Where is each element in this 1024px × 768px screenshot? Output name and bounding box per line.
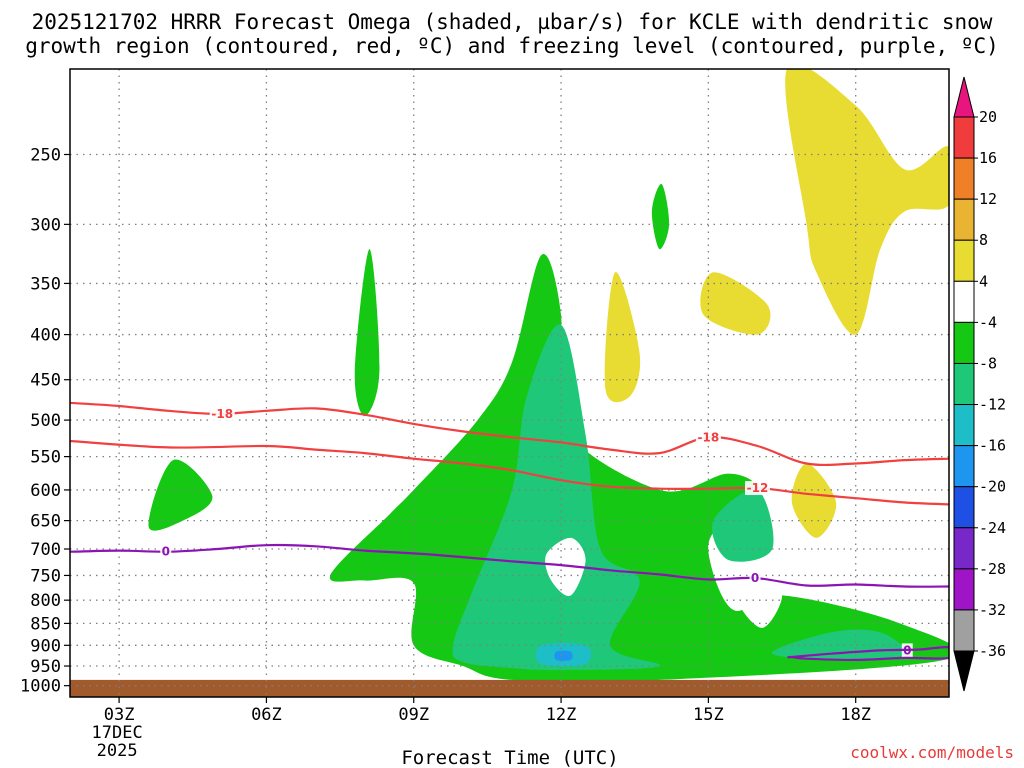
x-tick-label-03Z: 03Z — [104, 705, 135, 725]
x-tick-date: 17DEC — [92, 723, 143, 743]
omega-region-13 — [700, 272, 771, 335]
omega-region-2 — [354, 249, 380, 417]
omega-region-11 — [785, 69, 949, 335]
grid-layer — [70, 69, 949, 697]
y-axis: 2503003504004505005506006507007508008509… — [20, 145, 70, 697]
x-tick-label-09Z: 09Z — [398, 705, 429, 725]
x-tick-label-18Z: 18Z — [840, 705, 871, 725]
colorbar-label--12: -12 — [979, 396, 1006, 414]
contour-label-bg — [695, 430, 721, 445]
y-tick-label-250: 250 — [30, 145, 61, 165]
colorbar-label-20: 20 — [979, 108, 997, 126]
contour-freezing-level — [70, 543, 949, 588]
colorbar-label--36: -36 — [979, 642, 1006, 660]
x-axis-title: Forecast Time (UTC) — [401, 747, 618, 768]
colorbar-segment-0 — [953, 116, 975, 159]
colorbar-segment-10 — [953, 527, 975, 570]
plot-frame — [69, 68, 950, 698]
y-tick-label-700: 700 — [30, 540, 61, 560]
colorbar-segment-12 — [953, 609, 975, 652]
colorbar-segment-9 — [953, 486, 975, 529]
colorbar-label-16: 16 — [979, 149, 997, 167]
contour-label-freezing-level-0: 0 — [162, 545, 170, 559]
contour-label-bg — [160, 544, 172, 559]
colorbar-segment-8 — [953, 445, 975, 488]
colorbar-bottom-cap — [953, 650, 975, 692]
colorbar-label-8: 8 — [979, 231, 988, 249]
contour-label-bg — [744, 481, 770, 496]
y-tick-label-550: 550 — [30, 448, 61, 468]
omega-shading-layer — [148, 69, 949, 683]
terrain-layer — [70, 679, 949, 697]
colorbar-segment-6 — [953, 362, 975, 406]
omega-region-9 — [545, 537, 586, 597]
omega-region-8 — [554, 650, 573, 661]
omega-region-4 — [452, 324, 661, 671]
colorbar-label--32: -32 — [979, 601, 1006, 619]
contour-label-dgz-minus12-0: -12 — [747, 481, 769, 495]
contour-label-dgz-minus18-1: -18 — [698, 430, 720, 444]
omega-region-6 — [771, 629, 906, 660]
x-tick-year: 2025 — [97, 741, 138, 761]
colorbar-segment-7 — [953, 404, 975, 447]
y-tick-label-800: 800 — [30, 591, 61, 611]
y-tick-label-500: 500 — [30, 411, 61, 431]
colorbar-segment-4 — [953, 280, 975, 323]
omega-region-3 — [651, 183, 670, 250]
colorbar-segment-2 — [953, 198, 975, 241]
colorbar-label--20: -20 — [979, 478, 1006, 496]
y-tick-label-900: 900 — [30, 636, 61, 656]
y-tick-label-350: 350 — [30, 274, 61, 294]
y-tick-label-1000: 1000 — [20, 677, 61, 697]
colorbar-segment-5 — [953, 321, 975, 364]
contour-label-bg — [209, 406, 235, 421]
colorbar-segment-11 — [953, 568, 975, 611]
x-tick-label-15Z: 15Z — [693, 705, 724, 725]
x-tick-label-12Z: 12Z — [546, 705, 577, 725]
y-tick-label-850: 850 — [30, 614, 61, 634]
contour-dgz-minus12 — [70, 439, 949, 506]
y-tick-label-650: 650 — [30, 512, 61, 532]
colorbar-segment-3 — [953, 239, 975, 282]
y-tick-label-450: 450 — [30, 371, 61, 391]
colorbar-segment-1 — [953, 157, 975, 200]
colorbar-label--16: -16 — [979, 437, 1006, 455]
chart-title-line-2: growth region (contoured, red, ºC) and f… — [25, 34, 999, 58]
omega-region-1 — [148, 459, 213, 531]
x-tick-label-06Z: 06Z — [251, 705, 282, 725]
colorbar-label--24: -24 — [979, 519, 1006, 537]
credit-text: coolwx.com/models — [850, 743, 1014, 762]
contour-label-freezing-level-1: 0 — [751, 571, 759, 585]
colorbar-label--4: -4 — [979, 313, 997, 331]
y-tick-label-400: 400 — [30, 326, 61, 346]
omega-region-14 — [791, 463, 837, 538]
y-tick-label-950: 950 — [30, 657, 61, 677]
y-tick-label-600: 600 — [30, 481, 61, 501]
omega-region-5 — [711, 489, 774, 562]
chart-title-line-1: 2025121702 HRRR Forecast Omega (shaded, … — [32, 10, 993, 34]
colorbar-label-4: 4 — [979, 272, 988, 290]
omega-region-12 — [604, 271, 641, 403]
y-tick-label-750: 750 — [30, 566, 61, 586]
y-tick-label-300: 300 — [30, 215, 61, 235]
colorbar-top-cap — [953, 76, 975, 118]
omega-region-10 — [737, 580, 783, 628]
colorbar: 20 16 12 8 4 -4 -8 -12 -16 -20 -24 -28 -32 -36 — [953, 76, 1006, 692]
colorbar-label-12: 12 — [979, 190, 997, 208]
colorbar-label--28: -28 — [979, 560, 1006, 578]
colorbar-label--8: -8 — [979, 354, 997, 372]
terrain-block — [70, 679, 949, 697]
contour-label-dgz-minus18-0: -18 — [211, 407, 233, 421]
contour-label-bg — [749, 570, 761, 585]
contour-freezing-level-inversion — [787, 645, 949, 662]
